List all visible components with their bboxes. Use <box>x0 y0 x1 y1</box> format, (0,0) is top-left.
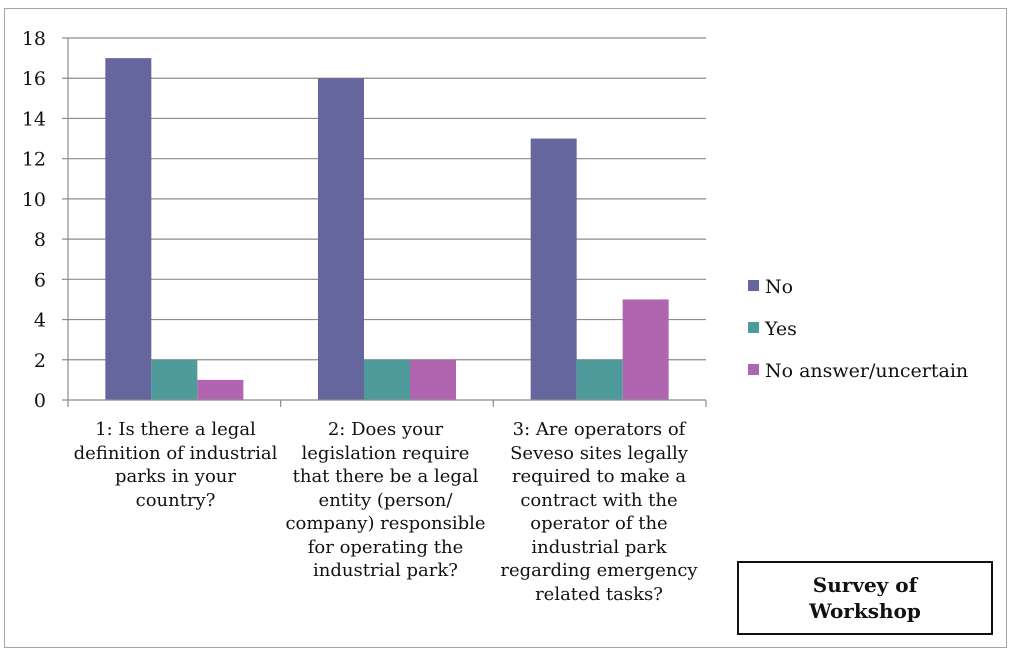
y-tick-label: 14 <box>22 108 46 130</box>
legend-swatch <box>748 280 759 291</box>
y-tick-label: 10 <box>22 189 46 211</box>
x-tick-label-2: 2: Does your legislation require that th… <box>285 419 486 581</box>
legend-swatch <box>748 322 759 333</box>
legend: No Yes No answer/uncertain <box>748 276 968 382</box>
y-tick-label: 6 <box>34 269 46 291</box>
y-tick-label: 8 <box>34 229 46 251</box>
legend-label: No answer/uncertain <box>765 360 968 382</box>
legend-label: Yes <box>764 318 797 340</box>
bar-no-3 <box>530 138 577 401</box>
bar-yes-3 <box>576 359 623 400</box>
bars <box>105 58 669 401</box>
x-tick-label-3: 3: Are operators of Seveso sites legally… <box>500 419 698 605</box>
bar-no-answer-uncertain-1 <box>197 379 244 400</box>
bar-yes-1 <box>151 359 198 400</box>
y-tick-label: 4 <box>34 310 46 332</box>
y-tick-label: 18 <box>22 28 46 50</box>
y-tick-label: 0 <box>34 390 46 412</box>
bar-no-answer-uncertain-2 <box>410 359 456 400</box>
annotation-box: Survey of Workshop <box>737 561 993 635</box>
bar-no-answer-uncertain-3 <box>622 299 669 400</box>
chart-frame <box>4 8 1007 648</box>
bar-no-1 <box>105 58 152 400</box>
gridlines <box>68 37 706 361</box>
bar-no-2 <box>318 78 364 400</box>
y-tick-label: 2 <box>34 350 46 372</box>
annotation-text: Survey of Workshop <box>809 573 921 623</box>
y-tick-label: 16 <box>22 68 46 90</box>
axes <box>67 38 707 407</box>
x-tick-label-1: 1: Is there a legal definition of indust… <box>73 419 278 511</box>
legend-label: No <box>765 276 793 298</box>
bar-yes-2 <box>364 359 410 400</box>
y-axis-ticks: 0 2 4 6 8 10 12 14 16 18 <box>22 28 68 412</box>
y-tick-label: 12 <box>22 149 46 171</box>
legend-swatch <box>748 364 759 375</box>
